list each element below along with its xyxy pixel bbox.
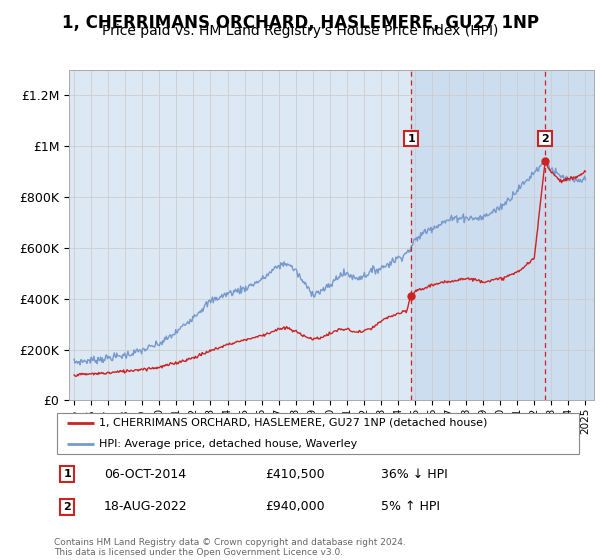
Text: 2: 2: [541, 134, 549, 143]
Text: 1, CHERRIMANS ORCHARD, HASLEMERE, GU27 1NP (detached house): 1, CHERRIMANS ORCHARD, HASLEMERE, GU27 1…: [99, 418, 487, 428]
Text: 1: 1: [64, 469, 71, 479]
Text: 1, CHERRIMANS ORCHARD, HASLEMERE, GU27 1NP: 1, CHERRIMANS ORCHARD, HASLEMERE, GU27 1…: [62, 14, 539, 32]
FancyBboxPatch shape: [56, 413, 580, 454]
Text: 36% ↓ HPI: 36% ↓ HPI: [382, 468, 448, 480]
Text: 18-AUG-2022: 18-AUG-2022: [104, 500, 188, 513]
Text: 1: 1: [407, 134, 415, 143]
Text: £410,500: £410,500: [265, 468, 325, 480]
Text: 2: 2: [64, 502, 71, 512]
Bar: [411, 70, 600, 400]
Text: Contains HM Land Registry data © Crown copyright and database right 2024.
This d: Contains HM Land Registry data © Crown c…: [54, 538, 406, 557]
Text: 5% ↑ HPI: 5% ↑ HPI: [382, 500, 440, 513]
Text: HPI: Average price, detached house, Waverley: HPI: Average price, detached house, Wave…: [99, 439, 357, 449]
Text: 06-OCT-2014: 06-OCT-2014: [104, 468, 186, 480]
Text: £940,000: £940,000: [265, 500, 325, 513]
Text: Price paid vs. HM Land Registry's House Price Index (HPI): Price paid vs. HM Land Registry's House …: [102, 24, 498, 38]
